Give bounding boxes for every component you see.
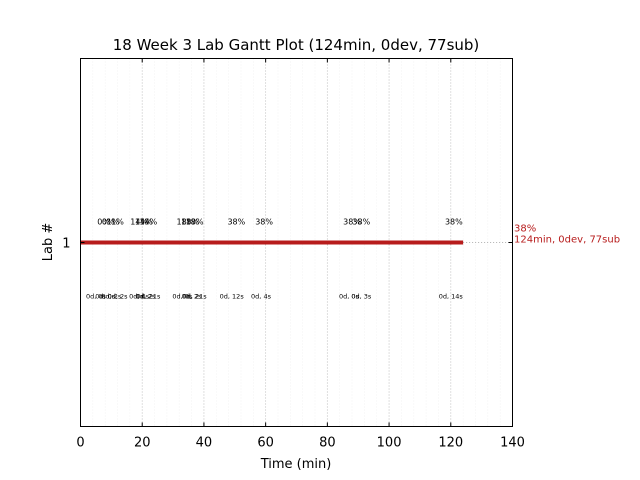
label-layer: 0%0%1%1% 14%14%14% 18%18%18% 38% 38% 38%38% 38…: [86, 218, 620, 301]
time-label: 0d, 3s: [351, 293, 372, 301]
percent-label: 0%: [97, 218, 110, 227]
time-label: 0d, 0s: [172, 293, 193, 301]
time-label: 0d, 12s: [220, 293, 245, 301]
time-label: 0d, 0s: [95, 293, 116, 301]
time-label: 0d, 2s: [101, 293, 122, 301]
percent-label: 14%: [135, 218, 153, 227]
percent-label: 18%: [177, 218, 195, 227]
percent-label: 14%: [139, 218, 157, 227]
y-axis-label: Lab #: [41, 223, 56, 262]
x-tick-label: 0: [76, 436, 84, 451]
percent-label: 38%: [227, 218, 245, 227]
y-tick-label: 1: [62, 237, 70, 252]
time-label: 0d, 14s: [439, 293, 464, 301]
bar-layer: [80, 240, 513, 245]
percent-label: 1%: [107, 218, 120, 227]
x-tick-label: 100: [377, 436, 402, 451]
time-label: 0d, 2s: [182, 293, 203, 301]
percent-label: 38%: [445, 218, 463, 227]
x-tick-label: 80: [319, 436, 336, 451]
percent-label: 38%: [352, 218, 370, 227]
x-tick-label: 140: [500, 436, 525, 451]
end-label-line: 38%: [514, 224, 536, 235]
percent-label: 1%: [111, 218, 124, 227]
percent-label: 18%: [186, 218, 204, 227]
time-label: 0d, 0s: [129, 293, 150, 301]
time-label: 0d, 0s: [86, 293, 107, 301]
time-label: 0d, 2s: [108, 293, 129, 301]
time-label: 0d, 0s: [339, 293, 360, 301]
percent-label: 38%: [255, 218, 273, 227]
x-tick-label: 20: [134, 436, 151, 451]
time-label: 0d, 21s: [183, 293, 208, 301]
axis-layer: 0 20 40 60 80 100 120 140 1: [62, 58, 525, 451]
percent-label: 38%: [343, 218, 361, 227]
time-label: 0d, 2s: [135, 293, 156, 301]
time-label: 0d, 21s: [136, 293, 161, 301]
end-label-line: 124min, 0dev, 77sub: [514, 235, 620, 246]
chart-title: 18 Week 3 Lab Gantt Plot (124min, 0dev, …: [113, 36, 480, 54]
x-tick-label: 120: [438, 436, 463, 451]
lab-bar: [80, 240, 464, 245]
x-axis-label: Time (min): [260, 457, 332, 472]
percent-label: 18%: [181, 218, 199, 227]
percent-label: 0%: [102, 218, 115, 227]
x-tick-label: 60: [257, 436, 274, 451]
time-label: 0d, 4s: [251, 293, 272, 301]
percent-label: 14%: [130, 218, 148, 227]
x-tick-label: 40: [196, 436, 213, 451]
